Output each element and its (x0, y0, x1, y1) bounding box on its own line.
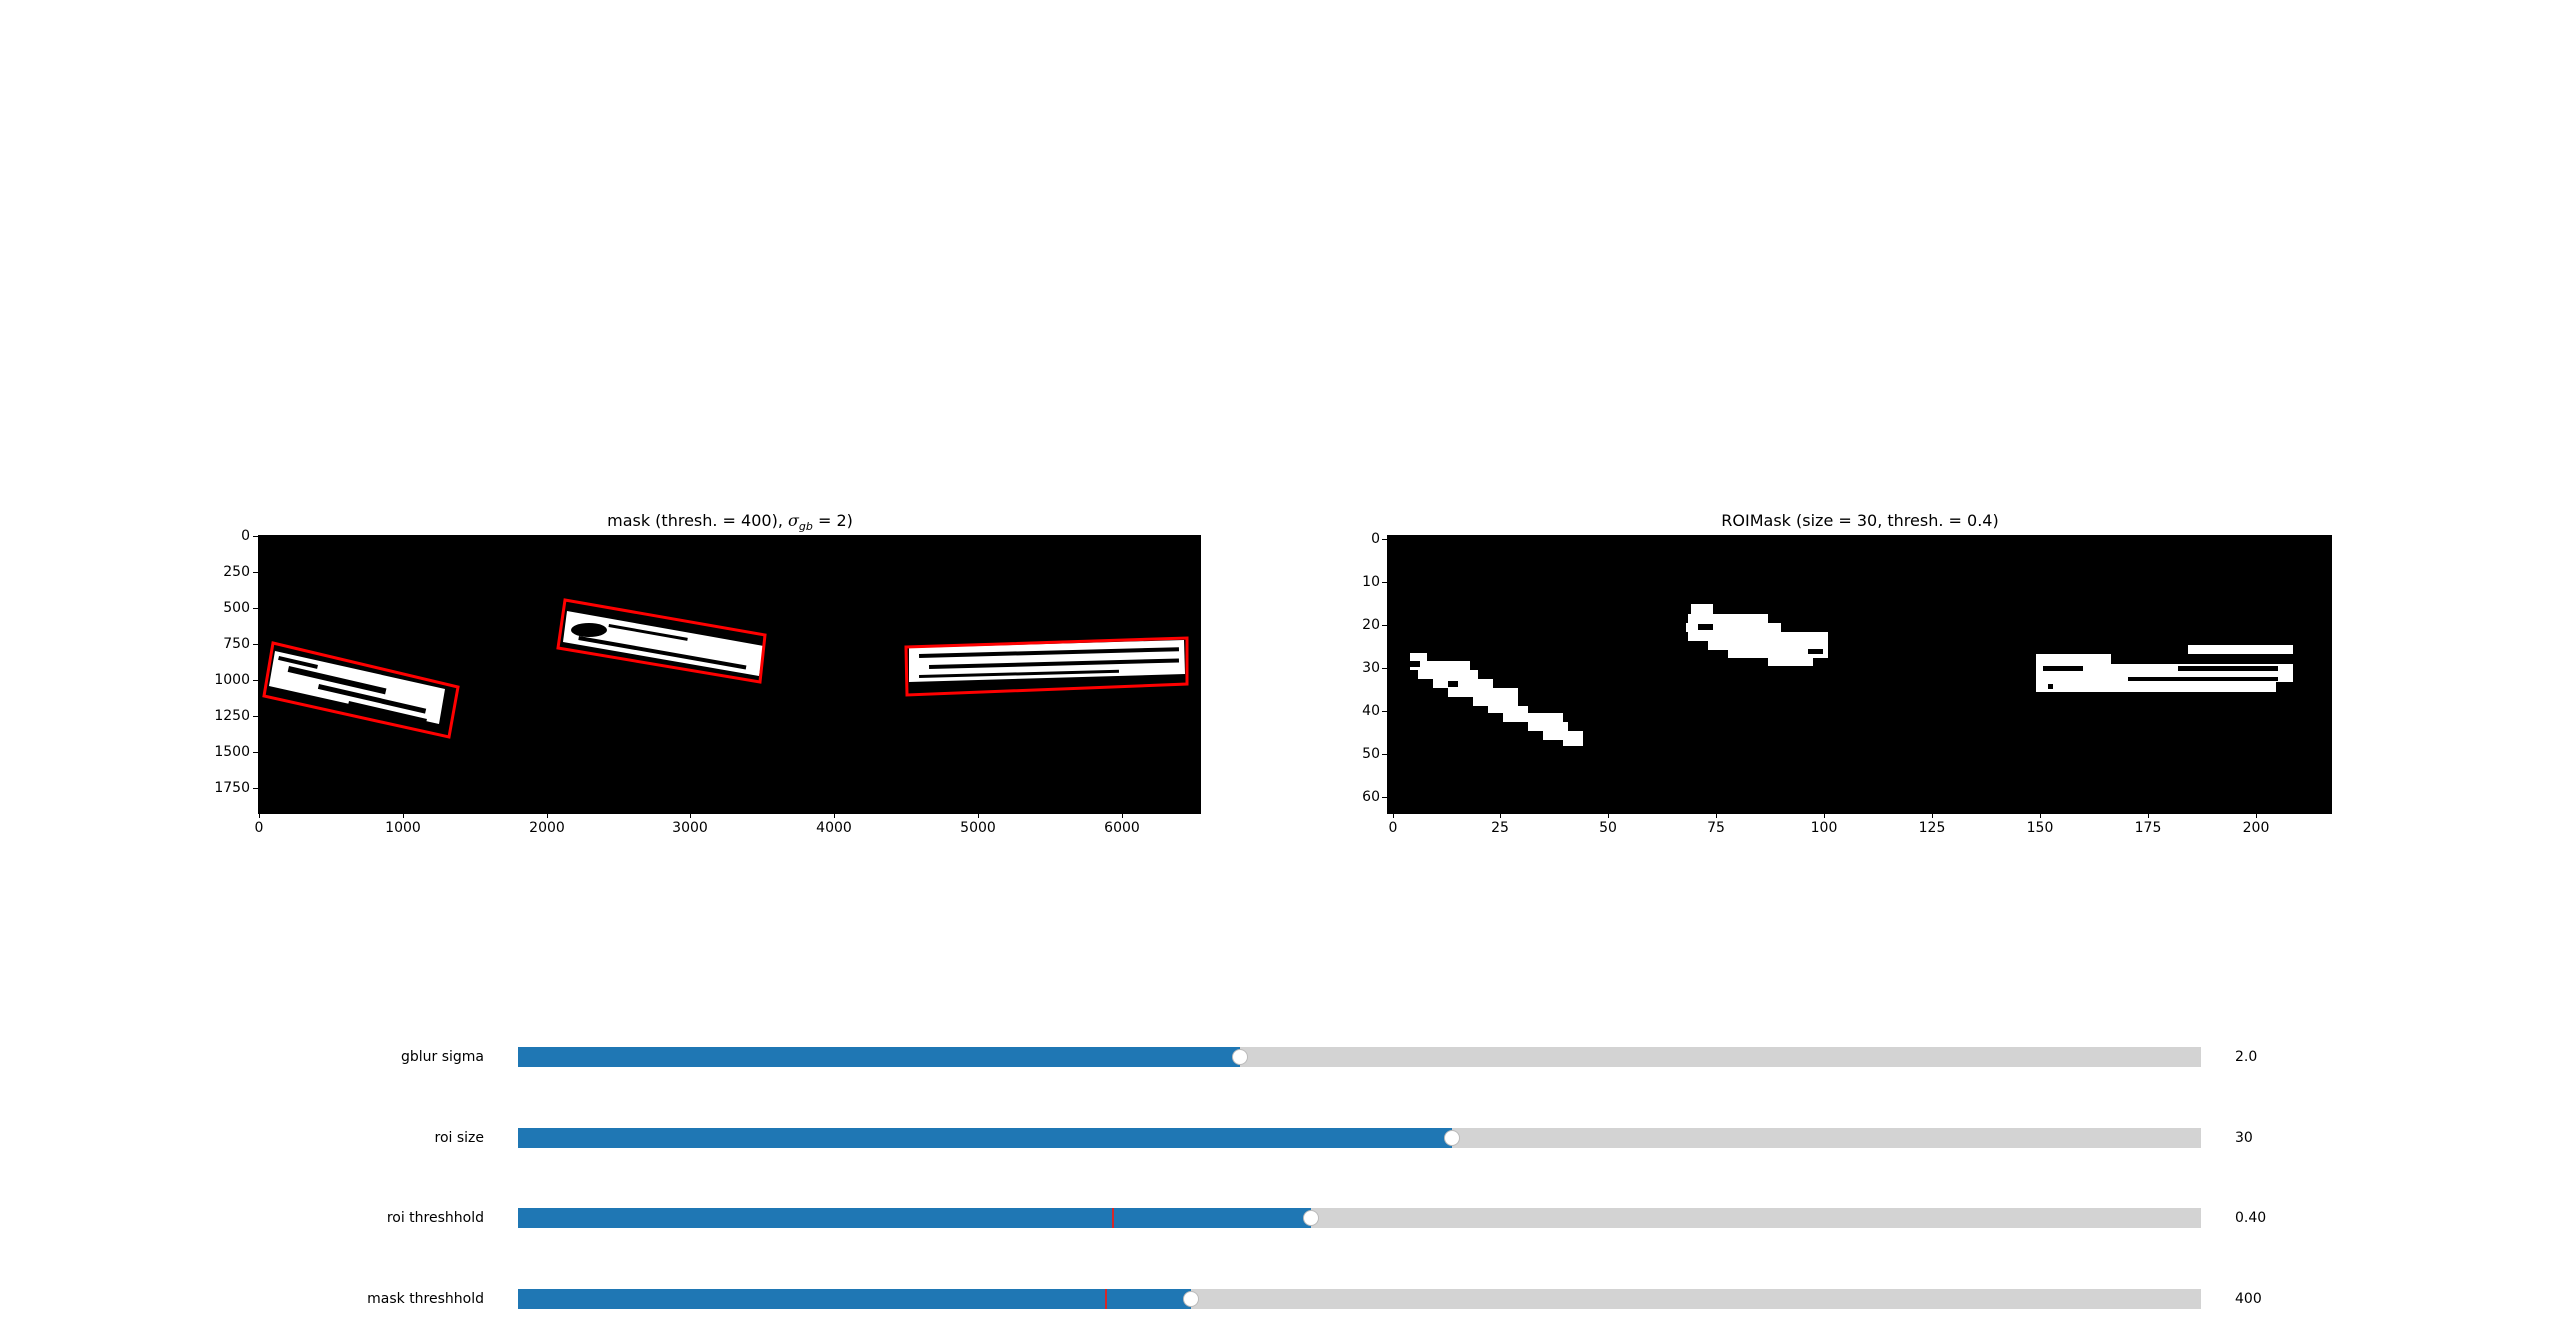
slider-label: gblur sigma (400, 1049, 484, 1065)
roi-box-1 (262, 641, 460, 739)
left-y-tickmark (253, 644, 258, 645)
left-y-tickmark (253, 608, 258, 609)
right-x-tick: 75 (1707, 820, 1725, 836)
left-plot-title: mask (thresh. = 400), σgb = 2) (607, 511, 853, 534)
roi-mask-region-1-holes (1410, 661, 1490, 687)
left-x-tick: 0 (254, 820, 264, 836)
roi-box-3 (904, 636, 1189, 697)
right-x-tickmark (1824, 813, 1825, 818)
right-y-tickmark (1382, 539, 1387, 540)
slider-handle[interactable] (1303, 1210, 1319, 1226)
right-y-tickmark (1382, 797, 1387, 798)
right-plot-title: ROIMask (size = 30, thresh. = 0.4) (1721, 511, 1999, 530)
right-x-tickmark (1393, 813, 1394, 818)
left-y-tickmark (253, 536, 258, 537)
left-x-tickmark (1122, 813, 1123, 818)
right-x-tick: 125 (1918, 820, 1946, 836)
right-y-tick: 0 (1371, 531, 1380, 547)
left-y-tickmark (253, 680, 258, 681)
right-x-tick: 175 (2134, 820, 2162, 836)
roi-mask-image-content (1410, 604, 2293, 746)
right-x-tickmark (1500, 813, 1501, 818)
left-x-tick: 4000 (816, 820, 852, 836)
right-y-tickmark (1382, 711, 1387, 712)
right-y-tickmark (1382, 754, 1387, 755)
right-x-tick: 0 (1388, 820, 1398, 836)
right-x-tickmark (1716, 813, 1717, 818)
roi-mask-region-1 (1410, 653, 1583, 746)
left-x-tickmark (834, 813, 835, 818)
slider-handle[interactable] (1444, 1130, 1460, 1146)
left-y-tick: 750 (223, 636, 250, 652)
left-y-tick: 1750 (214, 780, 250, 796)
right-y-tick: 20 (1362, 617, 1380, 633)
right-x-tickmark (1608, 813, 1609, 818)
right-x-tick: 200 (2242, 820, 2270, 836)
left-x-tickmark (403, 813, 404, 818)
right-x-tick: 25 (1491, 820, 1509, 836)
roi-mask-region-2-holes (1698, 624, 1823, 654)
right-x-tick: 50 (1599, 820, 1617, 836)
mask-region-2 (563, 611, 764, 676)
right-y-tick: 50 (1362, 746, 1380, 762)
roi-mask-region-3-holes (2043, 666, 2278, 689)
roi-mask-region-2 (1686, 604, 1828, 666)
left-x-tick: 5000 (960, 820, 996, 836)
roi-box-2 (556, 598, 767, 684)
right-y-tickmark (1382, 582, 1387, 583)
left-x-tickmark (690, 813, 691, 818)
right-y-tick: 40 (1362, 703, 1380, 719)
left-y-tick: 1250 (214, 708, 250, 724)
right-x-tickmark (2148, 813, 2149, 818)
slider-fill (518, 1208, 1311, 1228)
right-y-tickmark (1382, 625, 1387, 626)
left-x-tick: 3000 (672, 820, 708, 836)
slider-label: roi threshhold (386, 1210, 484, 1226)
slider-initial-marker (1112, 1208, 1114, 1228)
slider-label: mask threshhold (367, 1291, 484, 1307)
right-y-tick: 60 (1362, 789, 1380, 805)
right-x-tick: 150 (2026, 820, 2054, 836)
left-y-tickmark (253, 752, 258, 753)
left-x-tickmark (259, 813, 260, 818)
left-y-tick: 0 (241, 528, 250, 544)
left-x-tickmark (978, 813, 979, 818)
left-y-tick: 1000 (214, 672, 250, 688)
left-y-tick: 250 (223, 564, 250, 580)
right-x-tickmark (2040, 813, 2041, 818)
slider-value: 30 (2235, 1130, 2253, 1146)
slider-initial-marker (1105, 1289, 1107, 1309)
left-y-tick: 500 (223, 600, 250, 616)
roi-mask-image (1387, 535, 2332, 814)
slider-handle[interactable] (1232, 1049, 1248, 1065)
slider-label: roi size (434, 1130, 485, 1146)
right-y-tick: 10 (1362, 574, 1380, 590)
mask-region-1 (269, 651, 445, 724)
slider-value: 0.40 (2235, 1210, 2267, 1226)
left-y-tickmark (253, 788, 258, 789)
right-y-tick: 30 (1362, 660, 1380, 676)
slider-fill (518, 1047, 1240, 1067)
right-x-tick: 100 (1810, 820, 1838, 836)
left-x-tick: 6000 (1104, 820, 1140, 836)
mask-image (258, 535, 1201, 814)
right-x-tickmark (1932, 813, 1933, 818)
left-x-tick: 2000 (529, 820, 565, 836)
slider-value: 2.0 (2235, 1049, 2258, 1065)
mask-image-content (262, 598, 1189, 739)
right-y-tickmark (1382, 668, 1387, 669)
slider-handle[interactable] (1183, 1291, 1199, 1307)
left-y-tick: 1500 (214, 744, 250, 760)
slider-fill (518, 1128, 1452, 1148)
left-x-tickmark (547, 813, 548, 818)
right-x-tickmark (2256, 813, 2257, 818)
mask-region-3 (909, 640, 1185, 682)
left-x-tick: 1000 (385, 820, 421, 836)
slider-value: 400 (2235, 1291, 2262, 1307)
left-y-tickmark (253, 572, 258, 573)
slider-fill (518, 1289, 1191, 1309)
left-y-tickmark (253, 716, 258, 717)
